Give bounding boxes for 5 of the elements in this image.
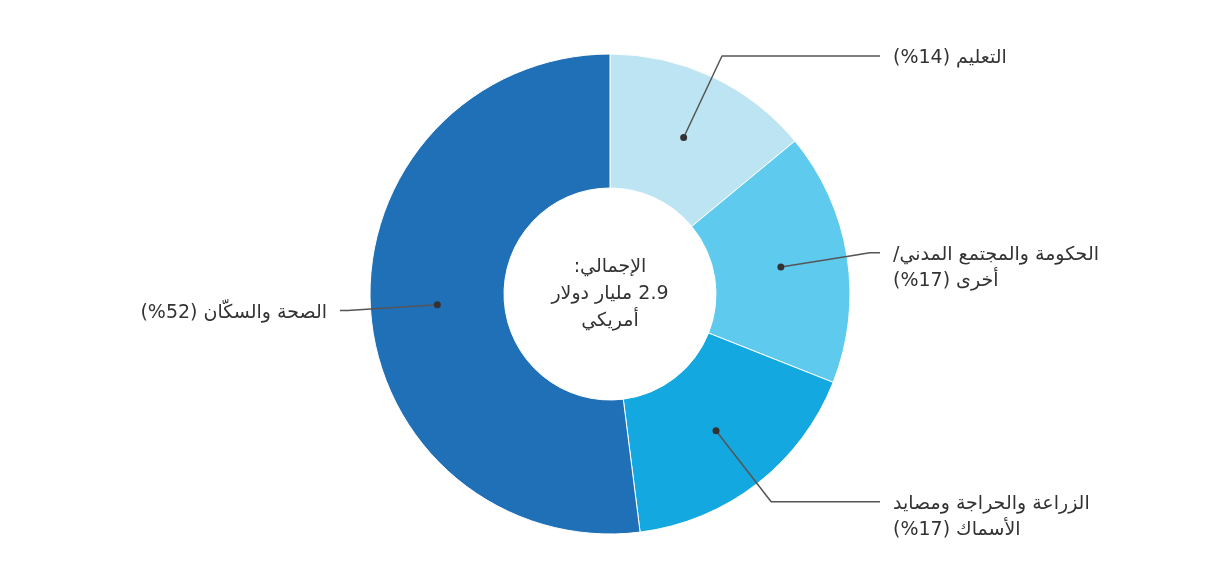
- slice-label: التعليم (14%): [893, 44, 1007, 70]
- text: الإجمالي: 2.9 مليار دولار أمريكي: [549, 253, 670, 333]
- slice-label: الصحة والسكّان (52%): [140, 298, 327, 324]
- slice-label: الزراعة والحراجة ومصايد الأسماك (17%): [893, 489, 1090, 541]
- slice-label: الحكومة والمجتمع المدني/ أخرى (17%): [893, 240, 1099, 292]
